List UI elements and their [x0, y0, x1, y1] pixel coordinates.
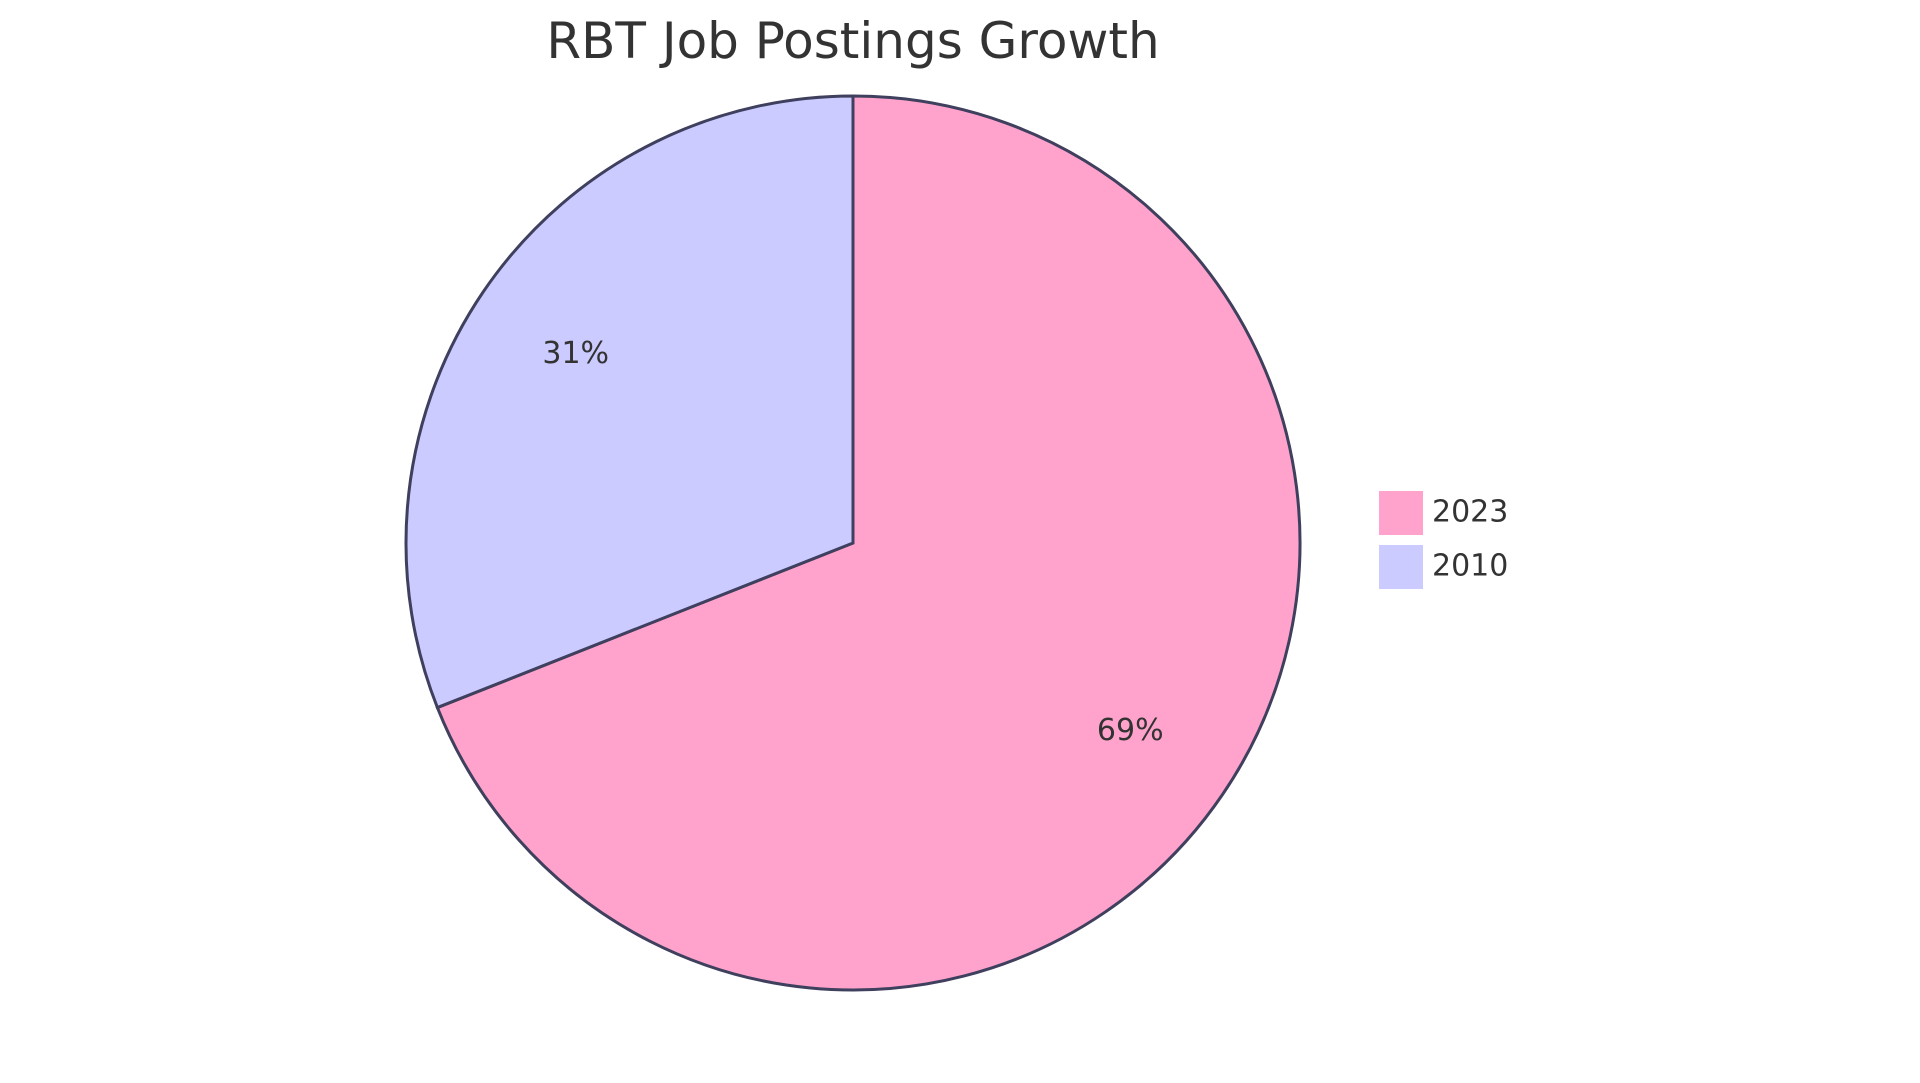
pie-slice-labels: 69% 31% [542, 336, 1163, 748]
chart-title: RBT Job Postings Growth [546, 12, 1159, 70]
pie-slices [404, 94, 1302, 992]
legend-label-2023: 2023 [1432, 495, 1508, 530]
legend-swatch-2023 [1379, 491, 1423, 535]
legend-label-2010: 2010 [1432, 549, 1508, 584]
slice-label-2010: 31% [542, 336, 609, 371]
legend: 2023 2010 [1379, 491, 1508, 589]
pie-slice-2010 [404, 94, 855, 710]
pie-slice-2023 [435, 94, 1302, 992]
slice-label-2023: 69% [1097, 713, 1164, 748]
legend-swatch-2010 [1379, 545, 1423, 589]
